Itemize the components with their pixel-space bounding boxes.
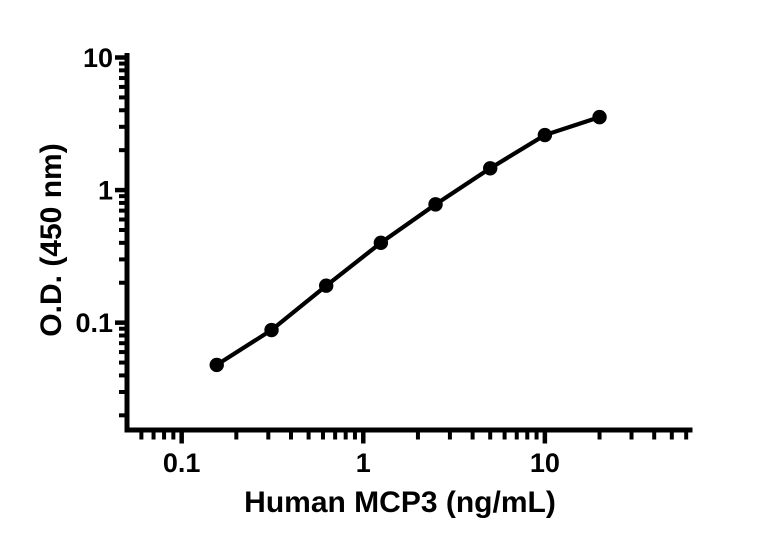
- y-tick-label: 1: [98, 176, 113, 206]
- x-tick-label: 0.1: [163, 448, 201, 478]
- data-point-marker: [209, 357, 224, 373]
- y-axis-title: O.D. (450 nm): [35, 143, 68, 337]
- data-point-marker: [319, 278, 334, 293]
- data-point-marker: [592, 109, 607, 125]
- data-point-marker: [428, 197, 443, 212]
- y-tick-label: 0.1: [75, 308, 113, 338]
- x-tick-label: 10: [530, 448, 560, 478]
- x-axis-title: Human MCP3 (ng/mL): [244, 486, 556, 519]
- x-tick-label: 1: [356, 448, 371, 478]
- data-point-marker: [483, 161, 498, 176]
- data-point-marker: [537, 127, 553, 143]
- y-tick-label: 10: [83, 43, 113, 73]
- standard-curve-line: [214, 115, 602, 368]
- data-point-marker: [373, 235, 389, 251]
- data-point-marker: [264, 322, 279, 338]
